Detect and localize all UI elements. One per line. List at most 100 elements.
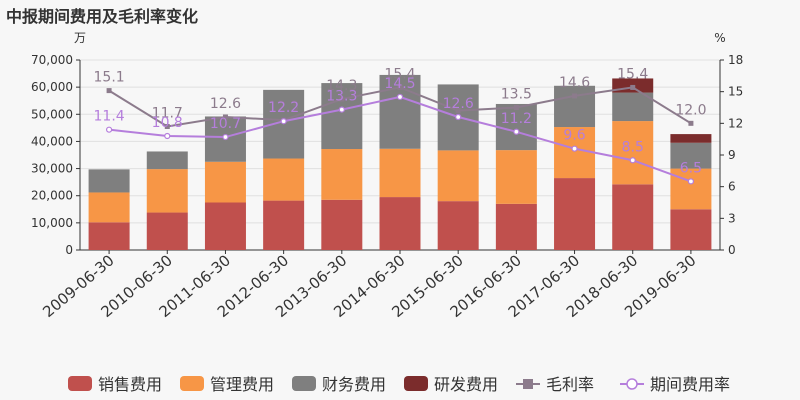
y-right-tick-label: 3 (728, 211, 736, 225)
y-left-tick-label: 0 (65, 243, 73, 257)
line-point (222, 133, 229, 141)
bar-segment (670, 168, 712, 210)
legend-swatch (68, 376, 92, 391)
data-label: 11.4 (94, 109, 125, 125)
bar-segment (554, 178, 596, 250)
data-label: 6.5 (680, 160, 702, 176)
bar-segment (495, 103, 537, 151)
bar-segment (437, 150, 479, 202)
bar-segment (495, 150, 537, 204)
legend-marker (626, 378, 638, 390)
chart-title: 中报期间费用及毛利率变化 (6, 7, 199, 26)
data-label: 12.3 (268, 99, 299, 115)
data-label: 10.7 (210, 116, 241, 132)
y-right-tick-label: 18 (728, 53, 743, 67)
y-left-tick-label: 70,000 (31, 53, 73, 67)
line-point (513, 128, 520, 135)
legend-label: 财务费用 (322, 375, 386, 394)
y-left-tick-label: 10,000 (31, 216, 73, 230)
line-point (338, 106, 345, 113)
legend-label: 管理费用 (210, 375, 274, 394)
bar-segment (612, 184, 654, 250)
line-point (105, 126, 113, 133)
bar-segment (379, 148, 421, 198)
data-label: 10.8 (152, 115, 183, 131)
bar-segment (321, 149, 363, 200)
y-left-tick-label: 50,000 (31, 107, 73, 121)
line-point (339, 96, 345, 102)
y-right-tick-label: 0 (728, 243, 736, 257)
line-point (222, 114, 228, 120)
line-point (455, 113, 462, 121)
data-label: 14.6 (559, 75, 590, 91)
bar-segment (554, 127, 596, 179)
line-point (688, 120, 694, 126)
legend-label: 销售费用 (98, 375, 162, 394)
line-point (164, 124, 170, 129)
y-right-tick-label: 12 (728, 116, 743, 130)
bar-segment (263, 158, 305, 201)
bar-segment (321, 199, 363, 250)
bar-segment (612, 92, 654, 122)
bar-segment (88, 169, 130, 193)
data-label: 12.0 (675, 102, 706, 118)
line-point (164, 132, 171, 140)
data-label: 13.5 (501, 87, 532, 103)
bar-segment (321, 83, 363, 150)
bar-segment (88, 222, 130, 250)
bar-segment (146, 212, 188, 250)
data-label: 15.1 (94, 70, 125, 86)
bar-segment (146, 169, 188, 213)
data-label: 8.5 (622, 139, 644, 155)
bar-segment (88, 192, 130, 223)
line-point (397, 84, 403, 90)
line-point (629, 157, 636, 164)
bar-segment (437, 201, 479, 250)
bar-segment (146, 151, 188, 170)
y-right-tick-label: 15 (728, 85, 743, 99)
line-point (455, 108, 461, 114)
bar-segment (612, 121, 654, 185)
bar-segment (670, 209, 712, 250)
data-label: 15.4 (617, 66, 648, 82)
legend-label: 研发费用 (434, 375, 498, 394)
y-right-tick-label: 6 (728, 180, 736, 194)
y-right-tick-label: 9 (728, 148, 736, 162)
legend-swatch (292, 376, 316, 391)
legend-swatch (180, 376, 204, 391)
y-left-tick-label: 40,000 (31, 134, 73, 148)
data-label: 13.3 (326, 89, 357, 105)
y-left-tick-label: 30,000 (31, 162, 73, 176)
data-label: 12.6 (210, 96, 241, 112)
y-left-tick-label: 20,000 (31, 189, 73, 203)
line-point (571, 145, 578, 152)
y-right-unit: % (714, 31, 725, 45)
y-left-unit: 万 (74, 31, 86, 45)
y-left-tick-label: 60,000 (31, 80, 73, 94)
data-label: 12.2 (268, 100, 299, 116)
line-point (106, 88, 112, 94)
bar-segment (204, 161, 246, 203)
bar-segment (670, 134, 712, 143)
line-point (687, 178, 695, 185)
legend-swatch (404, 376, 428, 391)
data-label: 14.3 (326, 78, 357, 94)
legend-marker (523, 379, 533, 389)
line-point (572, 93, 578, 99)
data-label: 14.5 (384, 76, 415, 92)
line-point (396, 93, 404, 101)
data-label: 11.7 (152, 106, 183, 122)
bar-segment (670, 142, 712, 169)
bar-segment (204, 202, 246, 250)
legend-label: 毛利率 (546, 375, 594, 394)
data-label: 12.6 (443, 96, 474, 112)
bar-segment (554, 85, 596, 128)
line-point (280, 118, 287, 125)
bar-segment (263, 200, 305, 250)
data-label: 9.6 (563, 128, 585, 144)
line-point (513, 105, 519, 110)
bar-segment (379, 197, 421, 250)
bar-segment (495, 203, 537, 250)
line-point (630, 84, 636, 90)
